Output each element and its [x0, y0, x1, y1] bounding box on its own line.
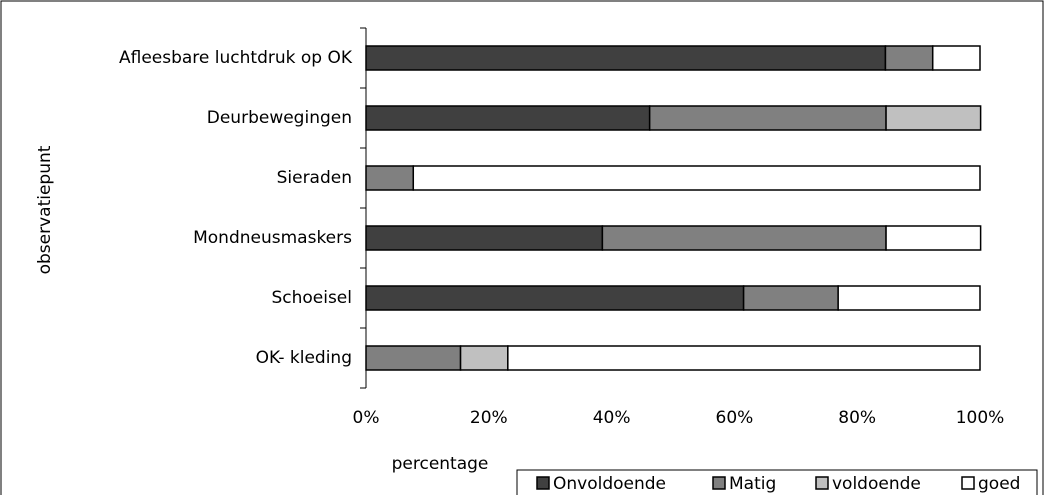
- x-axis-label: percentage: [392, 454, 489, 474]
- y-tick-label: Afleesbare luchtdruk op OK: [119, 48, 353, 68]
- y-tick-label: Sieraden: [277, 168, 352, 188]
- legend-label: Matig: [729, 474, 776, 494]
- x-tick-label: 40%: [593, 408, 631, 428]
- legend-swatch: [961, 476, 975, 490]
- bar-segment: [885, 105, 982, 131]
- legend-label: Onvoldoende: [553, 474, 666, 494]
- x-tick-label: 20%: [470, 408, 508, 428]
- bar-segment: [365, 345, 462, 371]
- x-tick-label: 60%: [716, 408, 754, 428]
- legend-swatch: [712, 476, 726, 490]
- bar-segment: [648, 105, 887, 131]
- legend-box: [516, 469, 1038, 495]
- bar-segment: [742, 285, 839, 311]
- bar-segment: [459, 345, 509, 371]
- legend-label: voldoende: [832, 474, 921, 494]
- legend-label: goed: [978, 474, 1020, 494]
- y-tick-label: Schoeisel: [271, 288, 352, 308]
- bar-segment: [931, 45, 981, 71]
- bar-segment: [507, 345, 981, 371]
- bar-segment: [365, 225, 604, 251]
- x-tick-label: 80%: [838, 408, 876, 428]
- legend-swatch: [536, 476, 550, 490]
- y-tick-label: OK- kleding: [256, 348, 352, 368]
- x-tick-label: 100%: [956, 408, 1005, 428]
- y-axis-label: observatiepunt: [35, 145, 55, 274]
- legend-swatch: [815, 476, 829, 490]
- bar-segment: [412, 165, 981, 191]
- x-tick-label: 0%: [353, 408, 380, 428]
- bar-segment: [365, 165, 415, 191]
- bar-segment: [601, 225, 887, 251]
- bar-segment: [365, 285, 745, 311]
- y-tick-label: Deurbewegingen: [207, 108, 352, 128]
- bar-segment: [365, 105, 651, 131]
- bar-segment: [884, 45, 934, 71]
- bar-segment: [837, 285, 981, 311]
- bar-segment: [885, 225, 982, 251]
- bar-segment: [365, 45, 887, 71]
- y-tick-label: Mondneusmaskers: [193, 228, 352, 248]
